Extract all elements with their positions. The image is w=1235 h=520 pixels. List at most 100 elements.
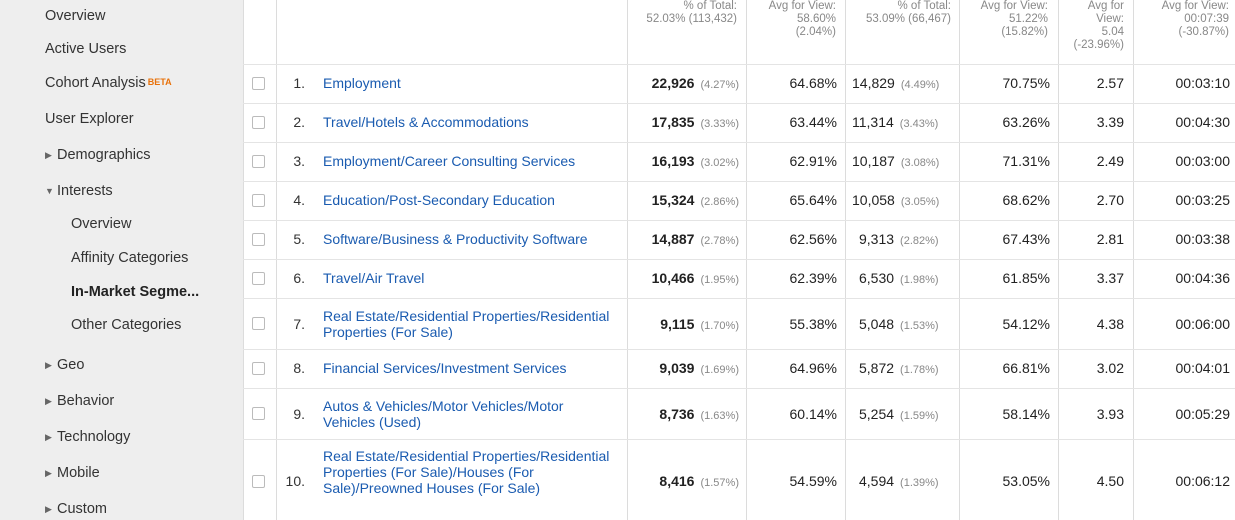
dimension-link[interactable]: Employment [323,75,401,91]
new-sessions-cell: 54.59% [789,473,837,489]
row-divider [243,388,1235,389]
new-users-value: 6,530 [859,270,895,286]
row-checkbox[interactable] [252,475,265,488]
row-checkbox[interactable] [252,194,265,207]
bounce-rate-cell: 54.12% [1002,316,1050,332]
sidebar-item-behavior[interactable]: ▶ Behavior [45,392,114,410]
new-users-percent: (2.82%) [900,235,939,247]
sidebar-item-label: Active Users [45,41,127,57]
sidebar-item-affinity-categories[interactable]: Affinity Categories [71,249,188,267]
dimension-link[interactable]: Education/Post-Secondary Education [323,192,555,208]
new-users-value: 9,313 [859,231,895,247]
row-checkbox[interactable] [252,233,265,246]
caret-right-icon: ▶ [45,150,52,160]
beta-badge: BETA [147,77,172,87]
dimension-link[interactable]: Employment/Career Consulting Services [323,153,576,169]
table-row: 5. Software/Business & Productivity Soft… [243,221,1235,259]
sidebar-item-cohort-analysis[interactable]: Cohort Analysis BETA [45,74,172,92]
sidebar-item-technology[interactable]: ▶ Technology [45,428,130,446]
sessions-percent: (1.57%) [700,477,739,489]
new-users-cell: 5,254 (1.59%) [859,406,939,422]
sessions-cell: 10,466 (1.95%) [652,270,739,286]
session-duration-cell: 00:05:29 [1175,406,1231,422]
table-row: 2. Travel/Hotels & Accommodations 17,835… [243,104,1235,142]
sidebar-item-interests-overview[interactable]: Overview [71,215,131,233]
row-number: 8. [293,360,305,376]
sidebar-item-interests[interactable]: ▼ Interests [45,182,113,200]
new-sessions-cell: 55.38% [789,316,837,332]
sessions-value: 10,466 [651,270,695,286]
sessions-percent: (2.78%) [700,235,739,247]
sidebar-item-in-market-segments[interactable]: In-Market Segme... [71,283,199,301]
sidebar-item-geo[interactable]: ▶ Geo [45,356,84,374]
dimension-link[interactable]: Financial Services/Investment Services [323,360,567,376]
column-divider [959,0,960,520]
sessions-cell: 14,887 (2.78%) [652,231,739,247]
caret-right-icon: ▶ [45,396,52,406]
dimension-link[interactable]: Real Estate/Residential Properties/Resid… [323,308,610,340]
session-duration-cell: 00:03:00 [1175,153,1231,169]
bounce-rate-cell: 63.26% [1002,114,1050,130]
header-label: View: [1096,13,1124,25]
sidebar-item-other-categories[interactable]: Other Categories [71,316,181,334]
pages-per-session-cell: 4.50 [1096,473,1124,489]
header-label: Avg for View: [980,0,1048,12]
new-users-percent: (1.59%) [900,410,939,422]
row-number: 4. [293,192,305,208]
sessions-value: 16,193 [651,153,695,169]
row-divider [243,220,1235,221]
row-checkbox[interactable] [252,77,265,90]
sidebar-item-label: Demographics [57,147,151,163]
row-divider [243,259,1235,260]
sessions-percent: (1.95%) [700,274,739,286]
sidebar-item-mobile[interactable]: ▶ Mobile [45,464,100,482]
new-sessions-cell: 64.96% [789,360,837,376]
new-users-cell: 5,872 (1.78%) [859,360,939,376]
header-label: % of Total: [683,0,738,12]
new-users-cell: 4,594 (1.39%) [859,473,939,489]
table-row: 9. Autos & Vehicles/Motor Vehicles/Motor… [243,389,1235,439]
row-divider [243,64,1235,65]
dimension-link[interactable]: Real Estate/Residential Properties/Resid… [323,448,610,496]
row-checkbox[interactable] [252,407,265,420]
table-row: 6. Travel/Air Travel 10,466 (1.95%) 62.39… [243,260,1235,298]
sidebar-item-overview[interactable]: Overview [45,7,105,25]
session-duration-cell: 00:04:30 [1175,114,1231,130]
column-divider [1133,0,1134,520]
sessions-cell: 16,193 (3.02%) [652,153,739,169]
sidebar-item-user-explorer[interactable]: User Explorer [45,110,134,128]
new-users-value: 10,058 [852,192,895,208]
row-checkbox[interactable] [252,272,265,285]
row-checkbox[interactable] [252,155,265,168]
bounce-rate-cell: 71.31% [1002,153,1050,169]
sidebar-item-custom[interactable]: ▶ Custom [45,500,107,518]
sessions-percent: (1.69%) [700,364,739,376]
row-checkbox[interactable] [252,362,265,375]
header-change: (2.04%) [795,26,836,38]
column-divider [845,0,846,520]
sidebar-item-label: In-Market Segme... [71,284,200,300]
sessions-percent: (1.63%) [700,410,739,422]
new-users-percent: (1.78%) [900,364,939,376]
pages-per-session-cell: 2.81 [1096,231,1124,247]
row-checkbox[interactable] [252,317,265,330]
pages-per-session-cell: 2.70 [1096,192,1124,208]
dimension-link[interactable]: Travel/Hotels & Accommodations [323,114,529,130]
column-divider [1058,0,1059,520]
table-row: 7. Real Estate/Residential Properties/Re… [243,299,1235,349]
pages-per-session-cell: 3.37 [1096,270,1124,286]
sessions-cell: 8,736 (1.63%) [659,406,739,422]
bounce-rate-cell: 58.14% [1002,406,1050,422]
new-users-cell: 14,829 (4.49%) [852,75,939,91]
sidebar-item-active-users[interactable]: Active Users [45,40,126,58]
dimension-link[interactable]: Travel/Air Travel [323,270,425,286]
sidebar-item-demographics[interactable]: ▶ Demographics [45,146,151,164]
row-divider [243,103,1235,104]
session-duration-cell: 00:06:00 [1175,316,1231,332]
sessions-value: 17,835 [651,114,695,130]
row-checkbox[interactable] [252,116,265,129]
dimension-link[interactable]: Autos & Vehicles/Motor Vehicles/Motor Ve… [323,398,564,430]
bounce-rate-cell: 68.62% [1002,192,1050,208]
dimension-link[interactable]: Software/Business & Productivity Softwar… [323,231,588,247]
sidebar-item-label: Overview [71,216,132,232]
